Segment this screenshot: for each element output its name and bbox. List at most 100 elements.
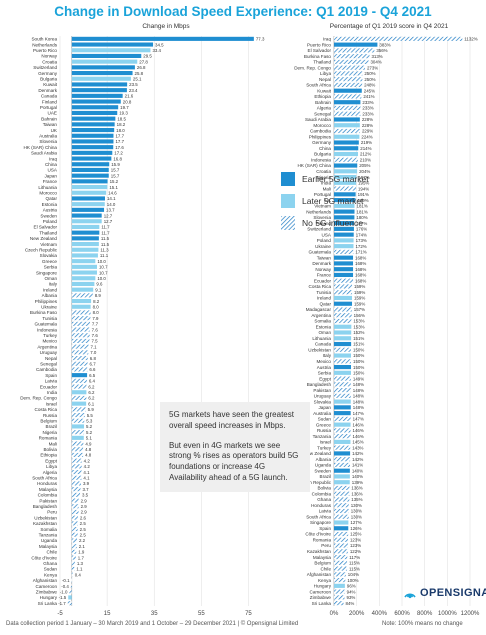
right-category-label: Czech Republic (299, 480, 332, 485)
right-bar (334, 445, 351, 450)
right-bar (334, 221, 355, 226)
left-bar (71, 76, 131, 81)
right-category-label: Denmark (312, 261, 331, 266)
right-bar (334, 543, 348, 548)
left-bar-value: -0.1 (62, 578, 70, 583)
right-bar (334, 462, 350, 468)
right-bar-value: 194% (358, 186, 369, 191)
right-bar (334, 65, 365, 70)
right-category-label: Italy (323, 353, 332, 358)
right-bar-value: 141% (352, 463, 363, 468)
left-bar (71, 561, 75, 566)
right-bar-value: 130% (351, 514, 362, 519)
right-category-label: Guatemala (309, 250, 332, 255)
left-category-label: Ireland (43, 287, 57, 292)
left-bar-value: 1.3 (77, 561, 84, 566)
right-bar-value: 135% (351, 497, 362, 502)
left-bar-value: 2.2 (79, 538, 86, 543)
right-bar (334, 249, 354, 254)
right-bar-value: 146% (353, 422, 364, 427)
left-category-label: Burkina Faso (30, 310, 58, 315)
right-bar-value: 212% (360, 152, 371, 157)
left-bar-value: 6.2 (88, 396, 95, 401)
right-bar (334, 77, 363, 82)
left-bar (71, 464, 82, 469)
right-bar (334, 157, 358, 162)
right-category-label: Sudan (318, 417, 332, 422)
left-bar (71, 127, 115, 133)
right-bar (334, 284, 353, 289)
right-bar-value: 304% (370, 60, 381, 65)
right-x-tick-label: 200% (349, 611, 365, 617)
right-category-label: Egypt (319, 376, 331, 381)
legend-item-later: Later 5G market (281, 190, 371, 212)
left-bar-value: 11.5 (101, 236, 110, 241)
right-bar-value: 139% (352, 480, 363, 485)
right-bar-value: 229% (362, 129, 373, 134)
left-bar-value: 4.2 (84, 458, 91, 463)
right-category-label: Bolivia (317, 486, 331, 491)
right-category-label: China (319, 146, 331, 151)
right-bar (334, 514, 349, 519)
left-bar-value: 6.2 (88, 390, 95, 395)
left-bar (71, 407, 86, 412)
legend-swatch-later (281, 194, 295, 208)
right-bar (334, 353, 351, 358)
left-category-label: UK (51, 128, 58, 133)
left-bar (71, 447, 84, 452)
left-category-label: Puerto Rico (33, 48, 57, 53)
right-bar-value: 181% (357, 209, 368, 214)
right-bar (334, 100, 361, 105)
right-category-label: Ukraine (315, 244, 331, 249)
left-bar (67, 601, 72, 606)
right-bar (334, 526, 349, 531)
right-bar (334, 301, 353, 306)
right-bar (334, 485, 350, 491)
right-x-tick-label: 1200% (461, 611, 480, 617)
right-bar-value: 168% (355, 273, 366, 278)
left-bar (71, 344, 89, 349)
right-bar (334, 267, 354, 272)
right-category-label: Uruguay (314, 394, 332, 399)
left-bar (71, 515, 78, 520)
right-category-label: Spain (319, 526, 331, 531)
right-category-label: Belgium (314, 561, 331, 566)
right-category-label: Estonia (316, 324, 332, 329)
left-category-label: Honduras (37, 481, 58, 486)
left-category-label: Norway (41, 54, 57, 59)
left-bar (71, 555, 76, 560)
right-category-label: Qatar (320, 301, 332, 306)
right-bar-value: 93% (347, 595, 356, 600)
right-bar (334, 232, 354, 237)
right-category-label: Albania (316, 457, 332, 462)
left-bar-value: 7.5 (91, 339, 98, 344)
right-bar (334, 238, 354, 243)
left-category-label: Malaysia (39, 487, 58, 492)
right-bar (334, 48, 375, 53)
left-category-label: Mexico (42, 339, 57, 344)
right-bar (334, 186, 356, 191)
right-bar-value: 127% (350, 520, 361, 525)
annotation-text-2: But even in 4G markets we see strong % r… (169, 440, 299, 482)
legend: Earlier 5G market Later 5G market No 5G … (281, 168, 371, 234)
left-category-label: Slovenia (39, 139, 57, 144)
left-category-label: Ethiopia (40, 453, 57, 458)
opensignal-logo: OPENSIGNAL (403, 587, 486, 599)
left-bar-value: 13.7 (106, 208, 115, 213)
left-bar (71, 42, 154, 47)
right-bar-chart: 0% 200% 400% 600% 800% 1000% 1200% Iraq 1132% Pue… (294, 36, 480, 617)
right-bar-value: 148% (353, 394, 364, 399)
left-category-label: Singapore (36, 270, 57, 275)
left-category-label: Taiwan (43, 122, 58, 127)
right-bar-value: 177% (356, 221, 367, 226)
left-bar (71, 298, 92, 304)
left-bar-value: 15.7 (111, 168, 120, 173)
legend-label-later: Later 5G market (302, 196, 364, 206)
right-bar (334, 117, 360, 122)
right-bar (334, 215, 355, 220)
right-category-label: Ecuador (314, 278, 332, 283)
left-bar-value: -1.0 (60, 589, 68, 594)
right-x-tick-label: 1000% (438, 611, 457, 617)
left-bar (71, 521, 78, 526)
left-bar (71, 498, 79, 503)
